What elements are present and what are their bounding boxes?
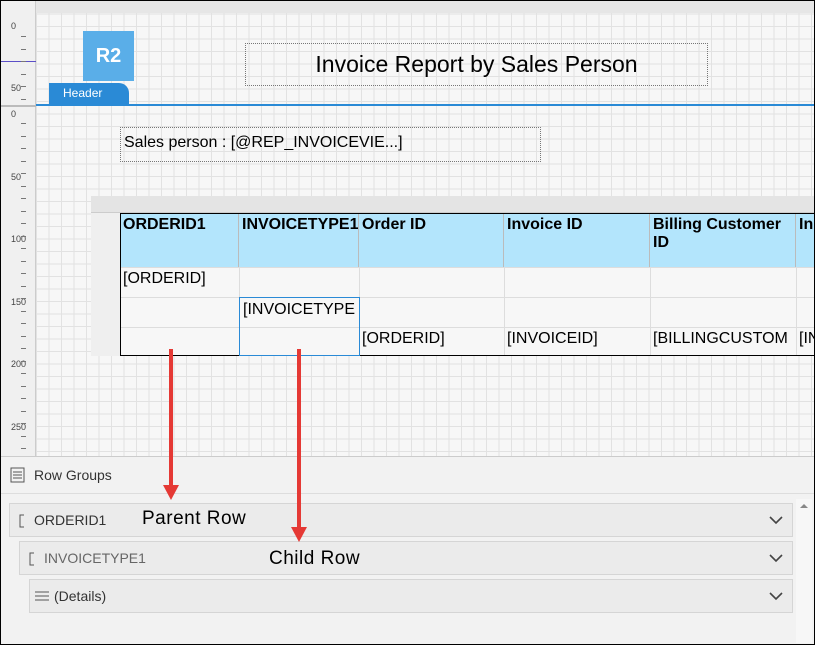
group-icon (19, 514, 24, 528)
column-header[interactable]: Billing Customer ID (650, 213, 796, 267)
table-cell[interactable]: [INVOICEID] (507, 330, 598, 347)
ruler-label: 250 (11, 421, 27, 432)
ruler-tick (21, 198, 26, 199)
group-icon (29, 552, 34, 566)
column-header[interactable]: Order ID (359, 213, 504, 267)
ruler-tick (21, 310, 26, 312)
annotation: Child Row (269, 548, 361, 569)
expand-icon[interactable] (768, 512, 784, 528)
ruler-tick (21, 86, 26, 87)
column-handles (91, 196, 814, 213)
table-outline (120, 213, 814, 356)
ruler-tick (21, 98, 26, 100)
col-line (796, 267, 797, 356)
ruler-tick (21, 323, 26, 324)
ruler-label: 100 (11, 234, 27, 244)
details-icon (35, 591, 49, 601)
col-line (650, 267, 651, 356)
group-label: ORDERID1 (34, 512, 107, 528)
ruler-tick (21, 423, 26, 424)
ruler-tick (21, 285, 26, 287)
arrow-head (163, 485, 179, 500)
ruler-tick (21, 135, 26, 137)
ruler-tick (21, 185, 26, 187)
ruler-tick (21, 360, 26, 362)
ruler-tick (21, 48, 26, 50)
ruler-tick (21, 348, 26, 349)
scroll-up[interactable] (796, 500, 812, 512)
ruler-label: 0 (11, 109, 17, 119)
expand-icon[interactable] (768, 588, 784, 604)
group-item[interactable]: INVOICETYPE1 (19, 541, 793, 575)
ruler-tick (21, 61, 26, 62)
ruler-tick (21, 273, 26, 274)
ruler-tick (21, 448, 26, 449)
group-item[interactable]: (Details) (29, 579, 793, 613)
ruler-tick (21, 435, 26, 437)
col-line (504, 267, 505, 356)
row-handles (91, 213, 120, 356)
ruler-tick (21, 36, 26, 37)
column-header[interactable]: ORDERID1 (120, 213, 239, 267)
expand-icon[interactable] (768, 550, 784, 566)
ruler-tick (21, 160, 26, 162)
ruler-tick (21, 335, 26, 337)
ruler-tick (21, 248, 26, 249)
ruler-tick (21, 385, 26, 387)
ruler-tick (21, 210, 26, 212)
ruler-marker (1, 61, 36, 62)
ruler-tick (21, 398, 26, 399)
table-header (120, 213, 814, 267)
table-cell[interactable]: [ORDERID] (362, 330, 445, 347)
ruler-tick (21, 235, 26, 237)
separator (1, 493, 814, 494)
table-cell[interactable]: [ORDERID] (123, 270, 206, 287)
ruler-label: 150 (11, 296, 27, 307)
header-tab[interactable]: Header (49, 83, 129, 104)
ruler-tick (21, 373, 26, 374)
ruler-label: 200 (11, 359, 27, 369)
ruler-label: 50 (11, 83, 22, 93)
group-item[interactable]: ORDERID1 (9, 503, 793, 537)
panel-title: Row Groups (34, 467, 112, 483)
ruler-tick (21, 260, 26, 262)
section-line (36, 104, 814, 106)
column-header[interactable]: In (796, 213, 814, 267)
table-cell[interactable]: [BILLINGCUSTOM (653, 330, 788, 347)
report-title[interactable]: Invoice Report by Sales Person (245, 43, 708, 86)
ruler-tick (21, 73, 26, 75)
ruler-tick (21, 148, 26, 149)
group-label: (Details) (54, 588, 107, 604)
column-header[interactable]: Invoice ID (504, 213, 650, 267)
group-label: INVOICETYPE1 (44, 550, 146, 566)
ruler-tick (21, 123, 26, 124)
parameter-box[interactable]: Sales person : [@REP_INVOICEVIE...] (120, 127, 541, 162)
ruler-tick (21, 223, 26, 224)
table-body (120, 267, 814, 356)
ruler-divider (1, 105, 36, 107)
ruler-tick (21, 298, 26, 299)
panel-icon (10, 467, 25, 483)
ruler-label: 0 (11, 21, 17, 31)
table-cell[interactable]: [IN (799, 330, 814, 347)
scrollbar[interactable] (796, 499, 812, 643)
annotation: Parent Row (142, 508, 247, 529)
top-scrollbar (36, 1, 814, 13)
ruler-label: 50 (11, 171, 22, 182)
badge: R2 (83, 31, 134, 81)
ruler (1, 1, 36, 456)
arrow-head (291, 527, 307, 542)
ruler-tick (21, 410, 26, 412)
column-header[interactable]: INVOICETYPE1 (239, 213, 359, 267)
ruler-tick (21, 173, 26, 174)
